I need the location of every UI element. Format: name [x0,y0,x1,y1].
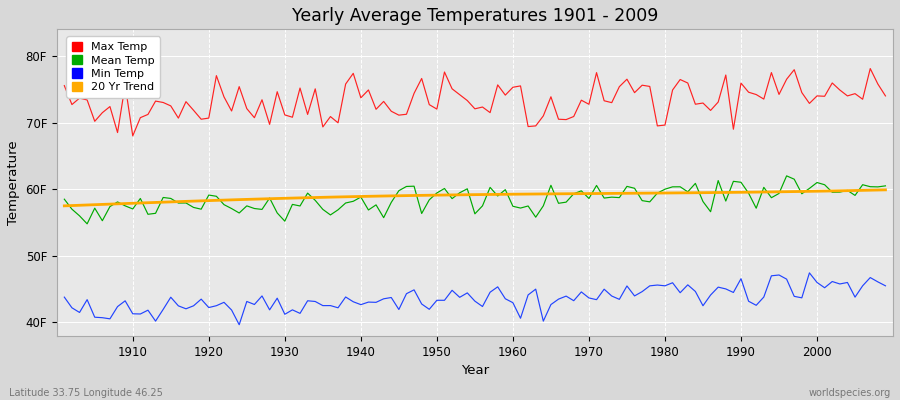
Title: Yearly Average Temperatures 1901 - 2009: Yearly Average Temperatures 1901 - 2009 [292,7,658,25]
Text: Latitude 33.75 Longitude 46.25: Latitude 33.75 Longitude 46.25 [9,388,163,398]
Text: worldspecies.org: worldspecies.org [809,388,891,398]
Legend: Max Temp, Mean Temp, Min Temp, 20 Yr Trend: Max Temp, Mean Temp, Min Temp, 20 Yr Tre… [67,36,160,98]
Y-axis label: Temperature: Temperature [7,140,20,225]
X-axis label: Year: Year [461,364,489,377]
